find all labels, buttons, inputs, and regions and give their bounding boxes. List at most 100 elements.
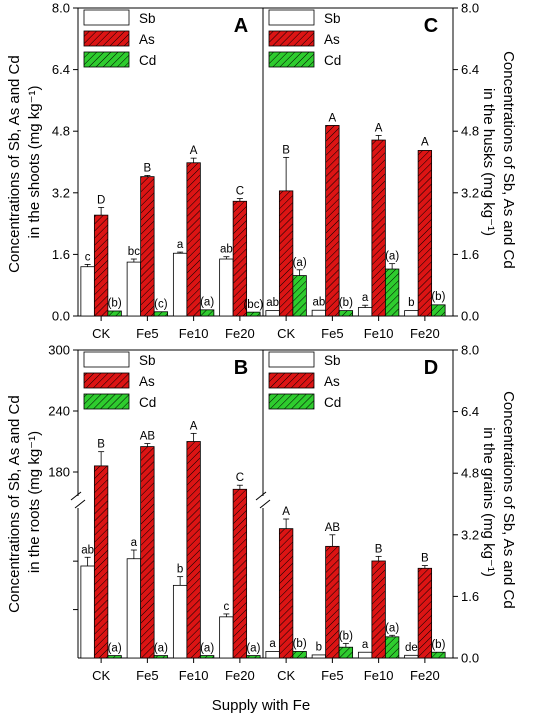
y-tick-label: 0.0	[461, 309, 479, 324]
y-tick-label: 4.8	[461, 124, 479, 139]
legend-swatch-hatch	[84, 31, 129, 46]
legend-swatch-sb	[83, 9, 130, 26]
y-axis-title-roots-line2: in the roots (mg kg⁻¹)	[26, 431, 43, 573]
y-tick-label: 1.6	[461, 589, 479, 604]
bar-hatch	[154, 655, 168, 658]
panel-letter-d: D	[424, 357, 438, 379]
significance-label: B	[375, 543, 383, 555]
legend-swatch-hatch	[269, 31, 314, 46]
x-tick-label: Fe5	[321, 326, 343, 341]
x-tick-label: Fe10	[364, 668, 394, 683]
significance-label: c	[224, 601, 230, 613]
bar-hatch	[325, 546, 340, 658]
legend-label-as: As	[324, 374, 340, 389]
significance-label: (b)	[431, 639, 445, 651]
bar-hatch	[246, 655, 261, 658]
significance-label: AB	[140, 431, 156, 443]
x-tick-label: CK	[277, 668, 295, 683]
significance-label: (b)	[431, 291, 445, 303]
bar-hatch	[339, 647, 353, 658]
legend-swatch-hatch	[84, 394, 129, 409]
bar-sb	[219, 616, 234, 659]
y-tick-label: 240	[48, 404, 70, 419]
x-axis-title: Supply with Fe	[212, 697, 310, 714]
legend-swatch-hatch	[269, 52, 314, 67]
bar-sb	[126, 261, 142, 317]
significance-label: AB	[325, 522, 341, 534]
y-tick-label: 8.0	[52, 1, 70, 16]
significance-label: A	[190, 420, 198, 432]
significance-label: C	[236, 472, 244, 484]
y-axis-title-shoots: Concentrations of Sb, As and Cd in the s…	[6, 51, 43, 273]
bar-hatch	[233, 489, 247, 658]
significance-label: a	[362, 639, 369, 651]
axis-break-gap	[72, 496, 84, 508]
significance-label: (a)	[154, 643, 168, 655]
bar-hatch	[292, 275, 307, 316]
y-tick-label: 3.2	[461, 185, 479, 200]
y-tick-label: 300	[48, 343, 70, 358]
bar-hatch	[246, 312, 261, 316]
bar-hatch	[186, 162, 201, 316]
x-tick-label: Fe5	[136, 326, 158, 341]
y-tick-label: 180	[48, 465, 70, 480]
y-axis-title-husks-line1: Concentrations of Sb, As and Cd	[500, 51, 517, 269]
significance-label: (a)	[246, 643, 260, 655]
legend-label-as: As	[324, 32, 340, 47]
x-tick-label: Fe20	[225, 326, 255, 341]
significance-label: A	[190, 145, 198, 157]
y-axis-title-shoots-line2: in the shoots (mg kg⁻¹)	[26, 86, 43, 239]
significance-label: (a)	[293, 257, 307, 269]
y-tick-label: 6.4	[461, 404, 479, 419]
bar-hatch	[154, 311, 168, 316]
axis-break-mark	[255, 491, 267, 501]
bar-hatch	[107, 310, 122, 316]
bar-hatch	[233, 201, 247, 316]
significance-label: (a)	[385, 251, 399, 263]
bar-sb	[80, 565, 95, 659]
bar-hatch	[200, 309, 214, 316]
significance-label: B	[282, 144, 290, 156]
significance-label: ab	[266, 297, 279, 309]
significance-label: (bc)	[243, 299, 263, 311]
bar-hatch	[325, 125, 340, 316]
legend-swatch-hatch	[269, 394, 314, 409]
y-axis-title-grains-line1: Concentrations of Sb, As and Cd	[500, 391, 517, 609]
x-tick-label: Fe10	[179, 326, 209, 341]
bar-sb	[311, 654, 327, 659]
y-axis-title-roots: Concentrations of Sb, As and Cd in the r…	[6, 391, 43, 613]
x-tick-label: CK	[277, 326, 295, 341]
bar-sb	[126, 558, 142, 659]
significance-label: A	[329, 112, 337, 124]
legend-label-as: As	[139, 374, 155, 389]
bar-sb	[80, 266, 95, 317]
bar-hatch	[200, 655, 214, 658]
bar-sb	[172, 252, 188, 317]
bar-hatch	[418, 150, 432, 316]
legend-swatch-hatch	[84, 52, 129, 67]
bar-sb	[219, 258, 234, 317]
bar-sb	[311, 309, 327, 317]
bar-hatch	[431, 304, 446, 316]
bar-hatch	[431, 652, 446, 658]
legend-label-cd: Cd	[324, 395, 341, 410]
significance-label: (b)	[293, 638, 307, 650]
legend-label-sb: Sb	[324, 11, 341, 26]
significance-label: B	[144, 162, 152, 174]
y-tick-label: 0.0	[461, 651, 479, 666]
y-tick-label: 4.8	[52, 124, 70, 139]
x-tick-label: Fe10	[179, 668, 209, 683]
legend-label-cd: Cd	[139, 395, 156, 410]
bar-hatch	[371, 560, 386, 658]
y-axis-title-shoots-line1: Concentrations of Sb, As and Cd	[6, 55, 23, 273]
legend-swatch-sb	[268, 351, 315, 368]
bar-hatch	[279, 528, 293, 658]
bar-hatch	[339, 310, 353, 316]
bar-sb	[357, 307, 373, 317]
bar-hatch	[371, 140, 386, 316]
y-axis-title-husks-line2: in the husks (mg kg⁻¹)	[480, 88, 497, 236]
y-tick-label: 8.0	[461, 1, 479, 16]
bar-hatch	[279, 190, 293, 316]
